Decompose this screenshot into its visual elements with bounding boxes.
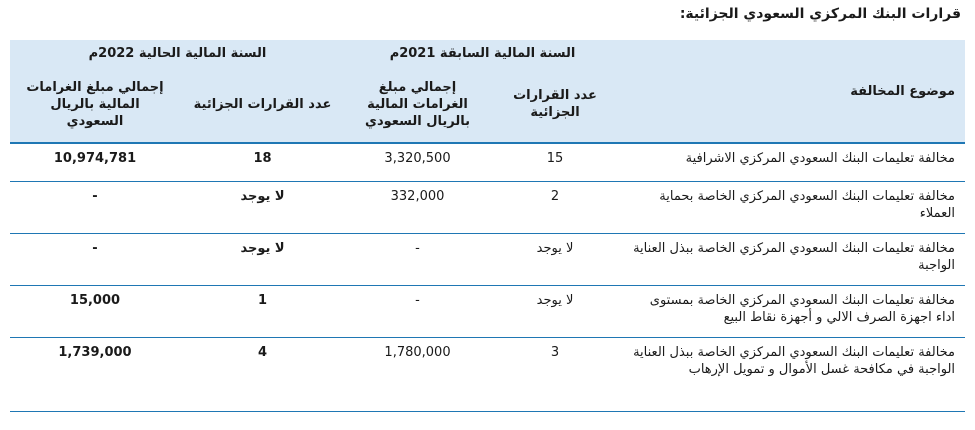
row-curr-amount: - xyxy=(10,233,180,286)
row-prev-amount: - xyxy=(345,285,491,338)
row-curr-count: 18 xyxy=(180,143,345,182)
header-prev-year: السنة المالية السابقة 2021م xyxy=(345,40,621,66)
table-row: مخالفة تعليمات البنك السعودي المركزي الخ… xyxy=(10,233,966,286)
row-prev-count: لا يوجد xyxy=(490,285,621,338)
row-topic: مخالفة تعليمات البنك السعودي المركزي الخ… xyxy=(620,285,966,338)
row-curr-count: لا يوجد xyxy=(180,181,345,234)
header-curr-year: السنة المالية الحالية 2022م xyxy=(10,40,345,66)
row-curr-amount: 1,739,000 xyxy=(10,337,180,412)
header-prev-count: عدد القرارات الجزائية xyxy=(490,66,621,144)
row-prev-count: 2 xyxy=(490,181,621,234)
row-prev-count: لا يوجد xyxy=(490,233,621,286)
row-prev-amount: - xyxy=(345,233,491,286)
row-curr-count: لا يوجد xyxy=(180,233,345,286)
row-topic: مخالفة تعليمات البنك السعودي المركزي الخ… xyxy=(620,233,966,286)
row-topic: مخالفة تعليمات البنك السعودي المركزي الخ… xyxy=(620,181,966,234)
table-row: مخالفة تعليمات البنك السعودي المركزي الا… xyxy=(10,143,966,182)
header-prev-amount: إجمالي مبلغ الغرامات المالية بالريال الس… xyxy=(345,66,491,144)
row-prev-amount: 3,320,500 xyxy=(345,143,491,182)
header-curr-amount: إجمالي مبلغ الغرامات المالية بالريال الس… xyxy=(10,66,180,144)
row-topic: مخالفة تعليمات البنك السعودي المركزي الا… xyxy=(620,143,966,182)
row-curr-amount: 10,974,781 xyxy=(10,143,180,182)
table-row: مخالفة تعليمات البنك السعودي المركزي الخ… xyxy=(10,285,966,338)
row-curr-amount: 15,000 xyxy=(10,285,180,338)
penalties-table: موضوع المخالفة السنة المالية السابقة 202… xyxy=(10,40,966,412)
header-curr-count: عدد القرارات الجزائية xyxy=(180,66,345,144)
row-curr-amount: - xyxy=(10,181,180,234)
table-row: مخالفة تعليمات البنك السعودي المركزي الخ… xyxy=(10,181,966,234)
table-row: مخالفة تعليمات البنك السعودي المركزي الخ… xyxy=(10,337,966,412)
header-topic: موضوع المخالفة xyxy=(620,40,966,144)
section-title: قرارات البنك المركزي السعودي الجزائية: xyxy=(679,6,961,22)
row-topic: مخالفة تعليمات البنك السعودي المركزي الخ… xyxy=(620,337,966,412)
row-prev-amount: 332,000 xyxy=(345,181,491,234)
row-prev-count: 15 xyxy=(490,143,621,182)
row-prev-amount: 1,780,000 xyxy=(345,337,491,412)
row-prev-count: 3 xyxy=(490,337,621,412)
row-curr-count: 4 xyxy=(180,337,345,412)
row-curr-count: 1 xyxy=(180,285,345,338)
